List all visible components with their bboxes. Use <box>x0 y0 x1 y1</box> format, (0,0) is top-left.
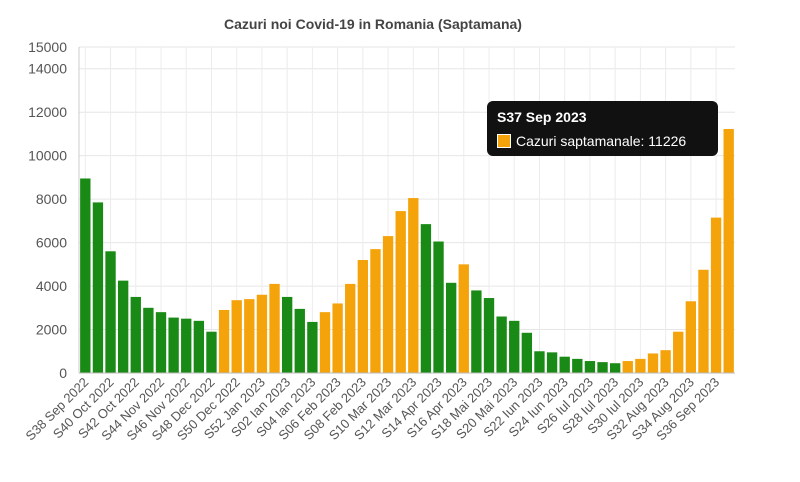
bar[interactable] <box>155 312 167 373</box>
bar[interactable] <box>117 280 129 373</box>
bar[interactable] <box>256 294 268 373</box>
bar[interactable] <box>281 296 293 373</box>
y-tick-label: 6000 <box>36 235 67 251</box>
bar[interactable] <box>597 362 608 373</box>
tooltip: S37 Sep 2023 Cazuri saptamanale: 11226 <box>487 101 718 156</box>
bar[interactable] <box>622 361 633 373</box>
bar[interactable] <box>332 303 343 373</box>
bars[interactable] <box>80 129 734 373</box>
bar[interactable] <box>509 320 520 373</box>
bar[interactable] <box>370 249 381 373</box>
bar[interactable] <box>673 331 684 373</box>
y-tick-label: 0 <box>59 365 67 381</box>
bar[interactable] <box>244 299 255 373</box>
bar[interactable] <box>231 300 242 373</box>
y-tick-label: 14000 <box>28 61 67 77</box>
bar[interactable] <box>458 264 469 373</box>
bar[interactable] <box>408 198 419 373</box>
bar[interactable] <box>168 317 179 373</box>
bar[interactable] <box>307 321 318 373</box>
bar[interactable] <box>635 358 646 373</box>
bar[interactable] <box>559 356 570 373</box>
tooltip-title: S37 Sep 2023 <box>497 109 587 125</box>
tooltip-swatch <box>497 134 511 148</box>
bar[interactable] <box>143 307 154 373</box>
y-tick-label: 2000 <box>36 322 67 338</box>
bar[interactable] <box>647 353 659 373</box>
bar[interactable] <box>521 332 533 373</box>
bar[interactable] <box>395 211 406 373</box>
bar[interactable] <box>710 217 722 373</box>
bar[interactable] <box>483 298 495 373</box>
y-tick-label: 4000 <box>36 278 67 294</box>
bar[interactable] <box>660 350 671 373</box>
tooltip-row: Cazuri saptamanale: 11226 <box>497 132 708 150</box>
bar[interactable] <box>193 320 205 373</box>
y-axis: 0 2000 4000 6000 8000 10000 12000 14000 15000 <box>28 39 80 381</box>
bar[interactable] <box>319 312 331 373</box>
bar[interactable] <box>698 269 709 373</box>
chart-title: Cazuri noi Covid-19 in Romania (Saptaman… <box>224 16 522 32</box>
bar[interactable] <box>294 308 305 373</box>
bar[interactable] <box>80 178 91 373</box>
bar[interactable] <box>218 309 230 373</box>
bar[interactable] <box>130 296 141 373</box>
bar[interactable] <box>206 331 217 373</box>
bar[interactable] <box>445 282 457 373</box>
bar[interactable] <box>357 259 369 373</box>
y-tick-label: 12000 <box>28 104 67 120</box>
bar[interactable] <box>105 251 116 373</box>
bar[interactable] <box>382 236 394 373</box>
y-tick-label: 8000 <box>36 191 67 207</box>
bar[interactable] <box>685 301 697 373</box>
bar[interactable] <box>345 283 356 373</box>
bar[interactable] <box>92 202 104 373</box>
bar[interactable] <box>471 290 482 373</box>
bar[interactable] <box>496 316 507 373</box>
bar[interactable] <box>609 363 621 373</box>
y-tick-label: 10000 <box>28 148 67 164</box>
bar[interactable] <box>584 361 596 373</box>
bar[interactable] <box>433 241 444 373</box>
y-tick-label: 15000 <box>28 39 67 55</box>
tooltip-label: Cazuri saptamanale: 11226 <box>516 133 687 149</box>
bar[interactable] <box>546 352 558 373</box>
bar[interactable] <box>420 224 432 373</box>
bar[interactable] <box>534 351 545 373</box>
bar[interactable] <box>572 358 583 373</box>
bar[interactable] <box>269 283 280 373</box>
bar[interactable] <box>723 129 734 373</box>
bar[interactable] <box>181 318 192 373</box>
